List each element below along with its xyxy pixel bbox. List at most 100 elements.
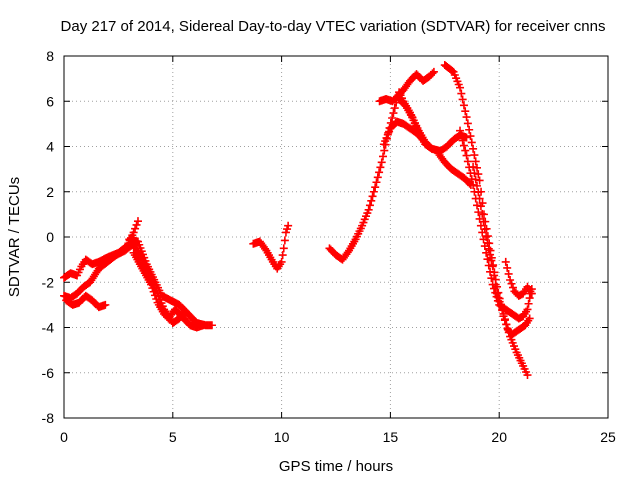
- data-point: [469, 180, 478, 189]
- series-points: [60, 61, 536, 380]
- data-point: [471, 175, 480, 184]
- data-point: [457, 131, 466, 140]
- data-point: [261, 244, 270, 253]
- data-point: [459, 101, 468, 110]
- data-point: [523, 305, 532, 314]
- data-point: [428, 69, 437, 78]
- series-track: [249, 221, 293, 273]
- data-point: [507, 279, 516, 288]
- data-point: [458, 136, 467, 145]
- data-point: [284, 221, 293, 230]
- data-point: [502, 320, 511, 329]
- data-point: [483, 238, 492, 247]
- data-point: [277, 257, 286, 266]
- data-point: [475, 194, 484, 203]
- data-point: [476, 202, 485, 211]
- data-point: [129, 228, 138, 237]
- data-point: [448, 66, 457, 75]
- data-point: [478, 209, 487, 218]
- data-point: [487, 256, 496, 265]
- data-point: [523, 371, 532, 380]
- data-point: [462, 113, 471, 122]
- x-tick-label: 15: [383, 429, 399, 445]
- data-point: [483, 232, 492, 241]
- data-point: [389, 109, 398, 118]
- data-point: [476, 221, 485, 230]
- series-track: [129, 248, 208, 332]
- x-tick-labels: 0 5 10 15 20 25: [60, 429, 616, 445]
- data-point: [491, 288, 500, 297]
- x-tick-label: 5: [169, 429, 177, 445]
- data-point: [343, 248, 352, 257]
- y-tick-label: -6: [42, 365, 55, 381]
- data-point: [501, 315, 510, 324]
- data-point: [456, 126, 465, 135]
- data-point: [475, 176, 484, 185]
- data-point: [365, 201, 374, 210]
- data-point: [364, 205, 373, 214]
- x-tick-label: 20: [491, 429, 507, 445]
- data-point: [474, 188, 483, 197]
- data-point: [101, 300, 110, 309]
- y-tick-label: 0: [46, 229, 54, 245]
- data-point: [280, 236, 289, 245]
- x-axis-title: GPS time / hours: [279, 458, 393, 475]
- data-point: [369, 187, 378, 196]
- data-point: [463, 119, 472, 128]
- data-point: [466, 132, 475, 141]
- y-tick-labels: -8 -6 -4 -2 0 2 4 6 8: [42, 48, 55, 426]
- y-tick-label: -4: [42, 320, 55, 336]
- data-point: [207, 321, 216, 330]
- data-point: [372, 178, 381, 187]
- data-point: [368, 192, 377, 201]
- data-point: [473, 201, 482, 210]
- data-point: [379, 152, 388, 161]
- y-tick-label: 8: [46, 48, 54, 64]
- data-point: [376, 163, 385, 172]
- data-point: [474, 170, 483, 179]
- data-point: [496, 301, 505, 310]
- data-point: [484, 244, 493, 253]
- data-point: [465, 179, 474, 188]
- data-point: [390, 104, 399, 113]
- data-point: [470, 169, 479, 178]
- series-track: [60, 239, 190, 327]
- data-point: [463, 157, 472, 166]
- data-point: [486, 250, 495, 259]
- data-point: [150, 291, 159, 300]
- data-point: [429, 67, 438, 76]
- data-point: [461, 107, 470, 116]
- data-point: [484, 261, 493, 270]
- y-tick-label: -8: [42, 410, 55, 426]
- data-point: [499, 309, 508, 318]
- data-point: [147, 280, 156, 289]
- data-point: [133, 217, 142, 226]
- data-point: [482, 248, 491, 257]
- data-point: [494, 293, 503, 302]
- data-point: [459, 141, 468, 150]
- data-point: [199, 321, 208, 330]
- data-point: [482, 233, 491, 241]
- x-tick-label: 0: [60, 429, 68, 445]
- series-track: [62, 291, 110, 312]
- data-point: [473, 181, 482, 190]
- data-point: [367, 196, 376, 205]
- axis-ticks: [63, 55, 609, 419]
- data-point: [474, 208, 483, 217]
- data-point: [488, 262, 497, 271]
- series-track: [125, 235, 216, 330]
- data-point: [489, 284, 498, 293]
- series-track: [501, 257, 536, 300]
- data-point: [375, 168, 384, 177]
- data-point: [388, 113, 397, 122]
- data-point: [498, 305, 507, 314]
- data-point: [524, 299, 533, 308]
- data-point: [486, 267, 495, 276]
- grid: [64, 56, 608, 418]
- data-point: [467, 138, 476, 147]
- data-point: [525, 294, 534, 303]
- series-track: [375, 67, 438, 106]
- series-track: [469, 162, 534, 339]
- chart-title: Day 217 of 2014, Sidereal Day-to-day VTE…: [61, 18, 606, 35]
- data-point: [371, 183, 380, 192]
